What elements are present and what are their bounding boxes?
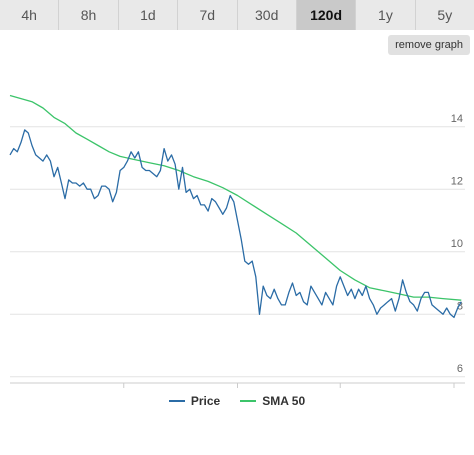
tab-7d[interactable]: 7d <box>178 0 238 30</box>
timeframe-tabs: 4h 8h 1d 7d 30d 120d 1y 5y <box>0 0 474 30</box>
legend-swatch <box>168 400 185 402</box>
tab-120d[interactable]: 120d <box>296 0 357 30</box>
y-tick-label: 14 <box>451 113 463 125</box>
tab-5y[interactable]: 5y <box>415 0 474 30</box>
legend-label: Price <box>190 394 221 408</box>
y-tick-label: 10 <box>451 238 463 250</box>
series-line-price <box>9 129 462 319</box>
legend-swatch <box>240 400 257 402</box>
legend-label: SMA 50 <box>262 394 306 408</box>
price-chart: 68101214Jan '26Feb '26Mar '26Apr '26 <box>9 94 465 388</box>
tab-8h[interactable]: 8h <box>59 0 119 30</box>
chart-legend: Price SMA 50 <box>0 392 474 410</box>
y-tick-label: 6 <box>457 363 463 375</box>
series-line-sma-50 <box>9 94 462 301</box>
y-tick-label: 8 <box>457 300 463 312</box>
tab-1d[interactable]: 1d <box>118 0 179 30</box>
legend-item[interactable]: Price <box>168 394 221 408</box>
y-tick-label: 12 <box>451 175 463 187</box>
tab-4h[interactable]: 4h <box>0 0 60 30</box>
remove-graph-button[interactable]: remove graph <box>388 35 470 55</box>
tab-30d[interactable]: 30d <box>237 0 297 30</box>
tab-1y[interactable]: 1y <box>356 0 416 30</box>
legend-item[interactable]: SMA 50 <box>240 394 305 408</box>
